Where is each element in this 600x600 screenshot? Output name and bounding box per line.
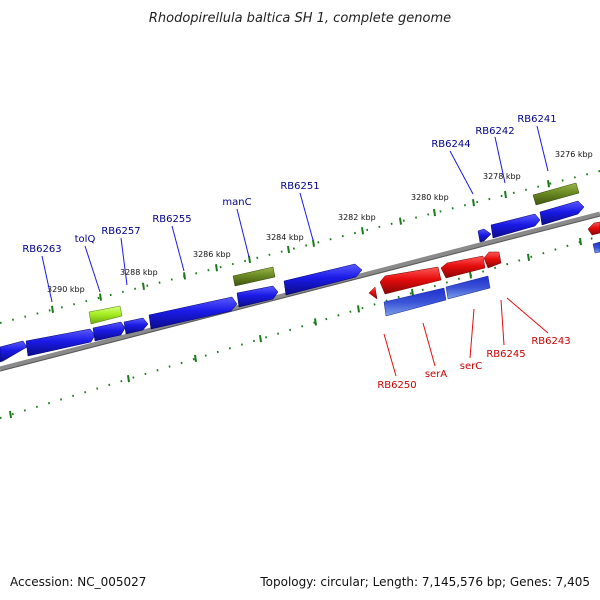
gene-arrow[interactable] [123,317,149,335]
genome-title: Rhodopirellula baltica SH 1, complete ge… [149,11,451,26]
genome-summary-text: Topology: circular; Length: 7,145,576 bp… [259,575,590,589]
gene-arrow[interactable] [283,263,363,296]
gene-arrow[interactable] [92,321,126,342]
major-tick [527,253,530,261]
gene-arrow[interactable] [379,266,442,295]
major-tick [504,190,507,199]
reverse-gene-labels: RB6250 serA serC RB6245 RB6243 [377,336,570,391]
gene-arrow[interactable] [445,275,491,300]
gene-label[interactable]: serA [425,369,447,380]
major-tick [579,237,582,246]
major-tick [399,217,402,225]
gene-arrow[interactable] [236,285,279,308]
gene-arrow[interactable] [539,200,585,226]
major-tick [127,375,130,383]
gene-arrow[interactable] [490,213,541,239]
gene-label[interactable]: RB6251 [280,181,319,192]
major-tick [357,305,360,313]
gene-label[interactable]: RB6255 [152,214,191,225]
gene-arrow[interactable] [532,182,580,206]
gene-arrow[interactable] [232,266,276,287]
major-tick [411,288,414,297]
position-label: 3278 kbp [483,172,521,181]
major-tick [547,180,550,188]
major-tick [361,227,364,235]
gene-label[interactable]: tolQ [75,234,96,245]
major-tick [142,282,145,290]
major-tick [248,255,251,264]
gene-label[interactable]: RB6245 [486,349,525,360]
major-tick [99,293,102,301]
position-labels: 3290 kbp 3288 kbp 3286 kbp 3284 kbp 3282… [47,150,593,294]
major-tick [314,318,317,326]
major-tick [469,271,472,279]
major-tick [259,334,262,343]
forward-strand-genes [0,182,585,363]
forward-gene-labels: RB6263 tolQ RB6257 RB6255 manC RB6251 RB… [22,114,556,255]
gene-arrow[interactable] [0,340,28,363]
major-ticks [9,180,582,419]
position-label: 3286 kbp [193,250,231,259]
gene-label[interactable]: RB6257 [101,226,140,237]
major-tick [51,305,54,313]
gene-label[interactable]: manC [222,197,251,208]
reverse-label-leaders [383,297,549,377]
position-label: 3290 kbp [47,285,85,294]
reverse-tick-row [0,235,600,419]
major-tick [433,208,436,217]
gene-arrow[interactable] [368,286,378,300]
gene-arrow[interactable] [25,328,96,357]
gene-arrow[interactable] [383,287,447,317]
major-tick [183,272,186,280]
position-label: 3280 kbp [411,193,449,202]
gene-label[interactable]: RB6243 [531,336,570,347]
gene-arrow[interactable] [592,241,600,254]
gene-label[interactable]: RB6250 [377,380,416,391]
position-label: 3276 kbp [555,150,593,159]
gene-arrow[interactable] [148,296,238,330]
forward-label-leaders [41,125,549,303]
position-label: 3284 kbp [266,233,304,242]
major-tick [215,264,218,272]
gene-label[interactable]: RB6244 [431,139,470,150]
position-label: 3288 kbp [120,268,158,277]
gene-arrow[interactable] [587,221,600,236]
reverse-strand-genes [368,221,600,317]
position-label: 3282 kbp [338,213,376,222]
gene-arrow[interactable] [483,251,502,269]
gene-arrow[interactable] [440,255,486,279]
gene-arrow[interactable] [477,228,492,243]
accession-text: Accession: NC_005027 [10,575,146,589]
gene-arrow[interactable] [88,305,123,325]
gene-label[interactable]: RB6242 [475,126,514,137]
gene-label[interactable]: serC [460,361,482,372]
major-tick [472,199,475,207]
major-tick [312,239,315,247]
major-tick [194,354,197,362]
gene-label[interactable]: RB6263 [22,244,61,255]
gene-label[interactable]: RB6241 [517,114,556,125]
major-tick [287,245,290,254]
major-tick [9,410,12,419]
